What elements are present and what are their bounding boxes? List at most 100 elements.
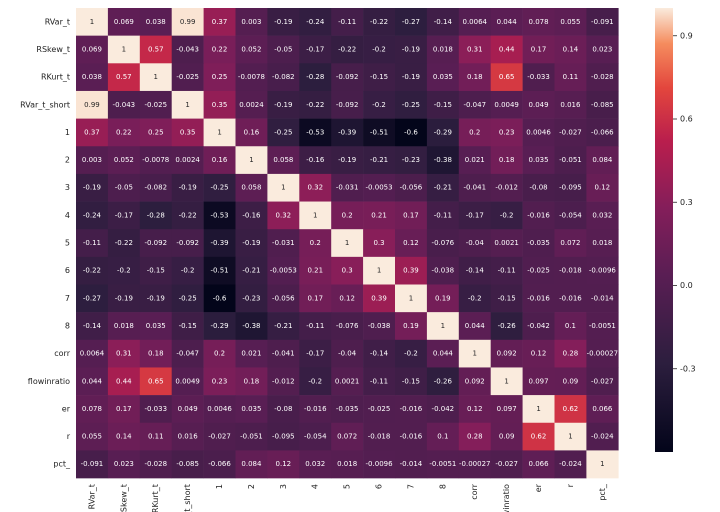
heatmap-cell: [458, 63, 491, 92]
heatmap-cell: [171, 8, 204, 36]
heatmap-cell: [458, 173, 491, 202]
cell-value-label: -0.024: [591, 433, 614, 441]
cell-value-label: -0.2: [468, 294, 482, 302]
cell-value-label: 0.084: [241, 460, 262, 468]
cell-value-label: -0.0096: [589, 267, 617, 275]
cell-value-label: 0.17: [531, 45, 547, 53]
cell-value-label: 0.035: [146, 322, 166, 330]
heatmap-cell: [522, 35, 555, 64]
cell-value-label: -0.05: [115, 184, 133, 192]
heatmap-cell: [586, 8, 619, 36]
heatmap-cell: [554, 201, 587, 230]
heatmap-cell: [458, 367, 491, 396]
cell-value-label: -0.11: [338, 18, 356, 26]
cell-value-label: -0.6: [404, 128, 418, 136]
heatmap-cell: [299, 367, 332, 396]
heatmap-cell: [107, 312, 141, 341]
cell-value-label: 0.25: [148, 128, 164, 136]
cell-value-label: 0.57: [148, 45, 164, 53]
heatmap-cell: [267, 339, 300, 368]
cell-value-label: -0.19: [115, 294, 133, 302]
cell-value-label: -0.014: [400, 460, 423, 468]
cell-value-label: 0.2: [310, 239, 321, 247]
cell-value-label: -0.056: [272, 294, 295, 302]
cell-value-label: 1: [185, 101, 189, 109]
cell-value-label: -0.051: [240, 433, 263, 441]
cell-value-label: 0.023: [114, 460, 134, 468]
colorbar-ticks: 0.9 0.6 0.3 0.0 -0.3: [673, 31, 696, 373]
cell-value-label: -0.043: [176, 45, 199, 53]
cell-value-label: -0.11: [370, 377, 388, 385]
cell-value-label: -0.014: [591, 294, 614, 302]
heatmap-cell: [107, 395, 141, 424]
heatmap-cell: [107, 201, 141, 230]
heatmap-cell: [522, 422, 555, 451]
heatmap-cell: [139, 173, 172, 202]
x-tick-label: RVar_t: [87, 484, 96, 509]
heatmap-cell: [586, 339, 619, 368]
cell-value-label: 0.097: [529, 377, 549, 385]
heatmap-cell: [522, 284, 555, 313]
heatmap-cell: [426, 422, 460, 451]
heatmap-cell: [203, 339, 236, 368]
heatmap-cell: [235, 35, 268, 64]
heatmap-cell: [458, 450, 491, 479]
cell-value-label: 1: [217, 128, 221, 136]
cell-value-label: -0.26: [498, 322, 517, 330]
cell-value-label: -0.012: [272, 377, 295, 385]
heatmap-cell: [76, 118, 109, 147]
heatmap-cell: [139, 229, 172, 258]
cell-value-label: 0.99: [180, 18, 196, 26]
cell-value-label: -0.38: [434, 156, 452, 164]
heatmap-cell: [363, 339, 396, 368]
cell-value-label: -0.2: [372, 101, 386, 109]
cell-value-label: 0.18: [467, 73, 483, 81]
cell-value-label: 0.069: [114, 18, 134, 26]
heatmap-cell: [139, 63, 172, 92]
cell-value-label: -0.19: [147, 294, 165, 302]
cell-value-label: -0.11: [306, 322, 324, 330]
heatmap-cell: [107, 63, 141, 92]
cell-value-label: 0.35: [212, 101, 228, 109]
cell-value-label: 0.25: [212, 73, 228, 81]
cell-value-label: -0.035: [527, 239, 550, 247]
cell-value-label: 0.044: [497, 18, 518, 26]
cell-value-label: -0.14: [466, 267, 485, 275]
heatmap-cell: [203, 8, 236, 36]
heatmap-cell: [395, 229, 428, 258]
cell-value-label: 1: [249, 156, 253, 164]
cell-value-label: -0.024: [559, 460, 582, 468]
heatmap-cell: [554, 35, 587, 64]
y-tick-label: 2: [65, 156, 70, 165]
heatmap-cell: [490, 367, 523, 396]
heatmap-cell: [76, 422, 109, 451]
cell-value-label: 0.021: [465, 156, 485, 164]
cell-value-label: -0.39: [338, 128, 356, 136]
heatmap-cell: [458, 312, 491, 341]
heatmap-cell: [267, 8, 300, 36]
cell-value-label: -0.041: [463, 184, 486, 192]
cell-value-label: 1: [409, 294, 413, 302]
cell-value-label: -0.085: [176, 460, 199, 468]
cell-value-label: 0.17: [403, 211, 419, 219]
x-tick-label: 7: [406, 484, 415, 489]
heatmap-cell: [490, 35, 523, 64]
cell-value-label: 0.021: [241, 350, 261, 358]
heatmap-cell: [299, 339, 332, 368]
heatmap-cell: [586, 90, 619, 119]
heatmap-cell: [490, 422, 523, 451]
cell-value-label: -0.056: [400, 184, 423, 192]
cell-value-label: -0.0096: [366, 460, 394, 468]
cell-value-label: 0.003: [82, 156, 102, 164]
cell-value-label: -0.19: [402, 45, 420, 53]
heatmap-cell: [331, 8, 364, 36]
heatmap-cell: [426, 35, 460, 64]
cell-value-label: -0.38: [242, 322, 260, 330]
cell-value-label: 0.044: [82, 377, 103, 385]
heatmap-cell: [395, 118, 428, 147]
heatmap-cell: [331, 422, 364, 451]
heatmap-cell: [107, 284, 141, 313]
cell-value-label: -0.066: [591, 128, 614, 136]
cell-value-label: 0.44: [116, 377, 132, 385]
heatmap-cell: [203, 35, 236, 64]
